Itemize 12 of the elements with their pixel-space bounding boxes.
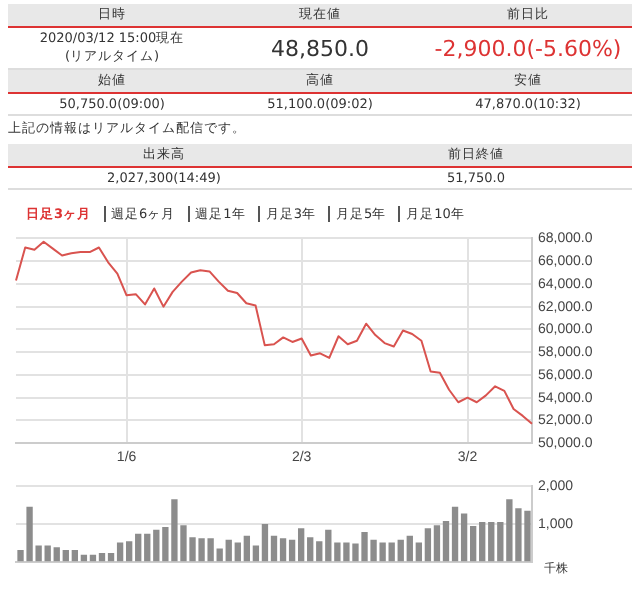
text: -2,900.0(-5.60%) xyxy=(424,27,632,69)
bar xyxy=(279,538,287,562)
bar xyxy=(460,513,468,562)
bar xyxy=(243,535,251,562)
bar xyxy=(125,541,133,562)
bar xyxy=(451,506,459,562)
text: 48,850.0 xyxy=(216,27,424,69)
bar xyxy=(116,542,124,562)
bar xyxy=(433,525,441,562)
bar xyxy=(297,528,305,562)
bar xyxy=(424,528,432,562)
bar xyxy=(261,524,269,562)
